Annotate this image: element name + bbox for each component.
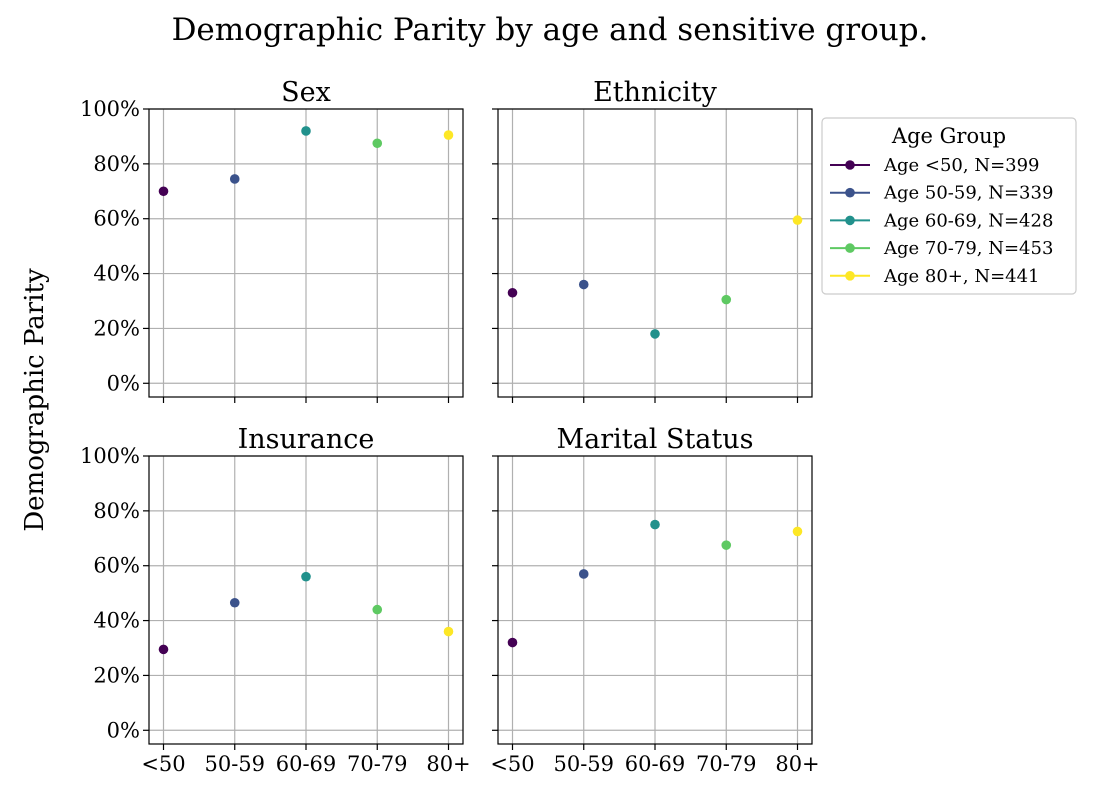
data-point [301,126,311,136]
panel-title: Insurance [238,424,375,455]
y-tick-label: 40% [93,262,140,286]
legend-label: Age 60-69, N=428 [883,210,1053,231]
y-tick-label: 80% [93,152,140,176]
data-point [229,597,240,608]
data-point [578,279,589,290]
legend-label: Age <50, N=399 [883,155,1040,176]
data-point [301,571,311,582]
data-point [792,526,803,537]
x-tick-label: 70-79 [696,752,757,776]
x-tick-label: 70-79 [347,752,408,776]
data-point [721,540,732,550]
y-tick-label: 0% [107,718,140,742]
y-tick-label: 80% [93,499,140,523]
y-tick-label: 100% [80,97,140,121]
legend: Age Group Age <50, N=399 Age 50-59, N=339 A… [821,117,1077,295]
legend-label: Age 70-79, N=453 [883,238,1053,259]
legend-box [821,117,1077,295]
chart-title: Demographic Parity by age and sensitive … [172,12,929,48]
y-tick-label: 20% [93,316,140,340]
panel-marital-status: <50 50-59 60-69 70-79 80+ Marital Status [490,424,819,776]
legend-entry: Age 50-59, N=339 [830,183,1053,204]
panel-sex: 0% 20% 40% 60% 80% 100% Sex [80,77,464,403]
y-tick-label: 0% [107,371,140,395]
grid [498,108,812,397]
x-tick-label: <50 [490,752,534,776]
data-point [507,637,518,648]
legend-entry: Age 60-69, N=428 [830,210,1053,231]
grid [149,455,463,744]
data-point [443,626,454,637]
legend-entry: Age 80+, N=441 [830,266,1040,287]
legend-entry: Age <50, N=399 [830,155,1040,176]
data-point [578,569,589,579]
grid [498,455,812,744]
panel-title: Marital Status [557,424,754,455]
x-tick-label: 50-59 [204,752,265,776]
data-point [372,138,383,149]
legend-marker [845,271,855,281]
legend-marker [845,243,855,253]
x-tick-label: 50-59 [553,752,614,776]
x-tick-label: 80+ [775,752,819,776]
panel-title: Ethnicity [593,77,718,108]
grid [149,108,463,397]
y-tick-label: 60% [93,207,140,231]
y-tick-label: 60% [93,554,140,578]
data-point [650,519,660,530]
y-tick-label: 20% [93,663,140,687]
legend-label: Age 80+, N=441 [883,266,1040,287]
data-point [650,329,660,339]
panel-title: Sex [281,77,331,108]
data-point [792,215,803,225]
data-point [372,604,383,615]
legend-marker [845,187,855,198]
y-tick-label: 100% [80,444,140,468]
x-tick-label: 60-69 [276,752,337,776]
data-point [507,287,518,298]
legend-title: Age Group [891,124,1006,148]
legend-entry: Age 70-79, N=453 [830,238,1053,259]
panels: 0% 20% 40% 60% 80% 100% Sex Ethnicity 0% 20% 40% 60… [80,77,820,776]
data-point [158,644,169,655]
legend-marker [845,160,855,170]
data-point [721,294,732,305]
data-point [158,186,169,197]
data-point [229,174,240,184]
y-axis-label: Demographic Parity [20,268,50,532]
panel-ethnicity: Ethnicity [492,77,813,403]
panel-insurance: 0% 20% 40% 60% 80% 100% <50 50-59 60-69 70-79 80+ I… [80,424,471,776]
legend-marker [845,215,855,226]
x-tick-label: 80+ [426,752,470,776]
data-point [443,130,454,140]
x-tick-label: <50 [141,752,185,776]
legend-label: Age 50-59, N=339 [883,183,1053,204]
y-tick-label: 40% [93,609,140,633]
x-tick-label: 60-69 [625,752,686,776]
